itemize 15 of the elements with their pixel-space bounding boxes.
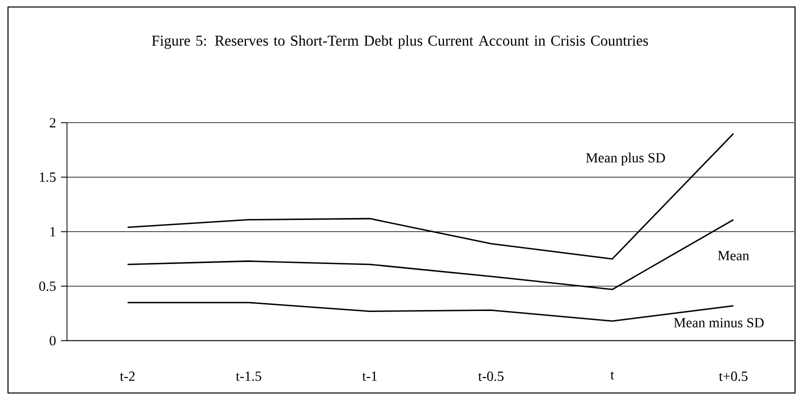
series-label: Mean plus SD — [586, 152, 665, 166]
chart-title: Figure 5: Reserves to Short-Term Debt plus Current Account in Crisis Countries — [152, 35, 648, 49]
y-tick-label: 0 — [50, 336, 56, 346]
x-tick-label: t — [610, 372, 614, 380]
x-tick-label: t-1.5 — [236, 372, 262, 381]
series-label: Mean — [718, 251, 750, 260]
x-tick-label: t-1 — [362, 372, 377, 381]
y-tick-label: 0.5 — [39, 281, 56, 291]
y-tick-label: 1.5 — [40, 172, 56, 182]
y-tick-label: 2 — [50, 118, 56, 128]
x-tick-label: t+0.5 — [718, 372, 748, 382]
y-tick-label: 1 — [50, 227, 56, 236]
series-label: Mean minus SD — [674, 318, 764, 328]
x-tick-label: t-2 — [120, 372, 135, 381]
x-tick-label: t-0.5 — [478, 372, 504, 382]
